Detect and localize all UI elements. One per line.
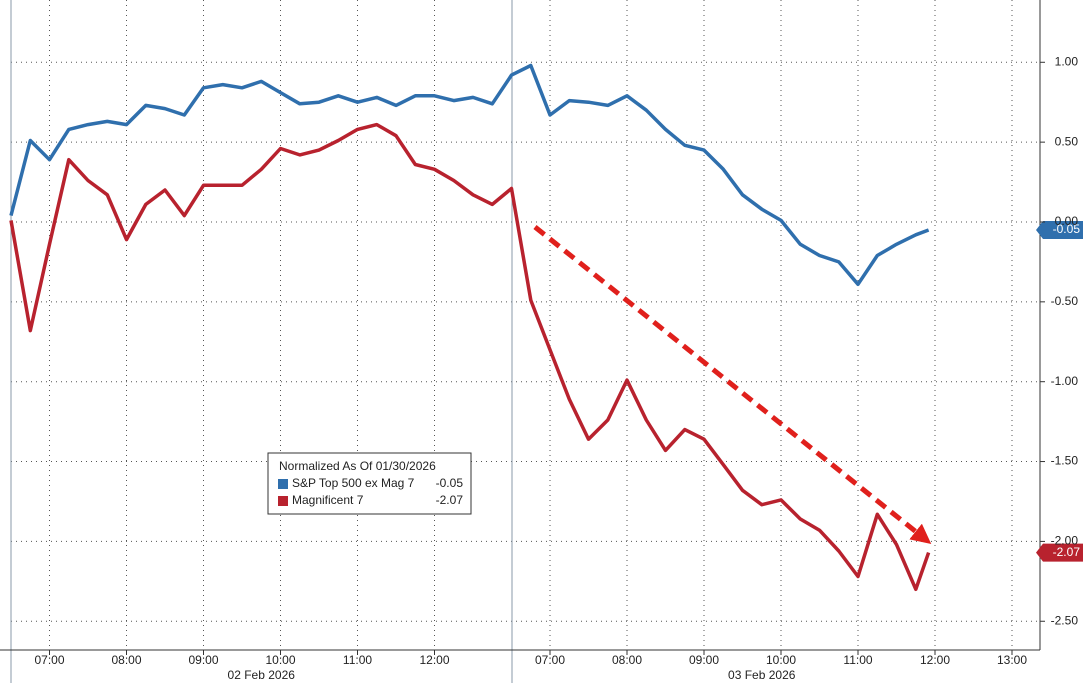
legend-label: Magnificent 7	[292, 493, 364, 507]
legend-box	[267, 452, 472, 515]
y-tick-label: -1.00	[1051, 374, 1079, 388]
series-line	[9, 122, 931, 592]
trend-arrow	[533, 225, 932, 544]
x-tick-label: 07:00	[34, 653, 64, 667]
y-tick-label: 1.00	[1055, 54, 1079, 68]
legend: Normalized As Of 01/30/2026 S&P Top 500 …	[267, 452, 472, 515]
y-tick-label: -0.50	[1051, 294, 1079, 308]
end-tags: -0.05 -2.07	[1036, 220, 1083, 562]
grid	[11, 0, 1040, 650]
y-tick-label: -1.50	[1051, 454, 1079, 468]
x-tick-label: 08:00	[612, 653, 642, 667]
legend-entries: S&P Top 500 ex Mag 7 -0.05 Magnificent 7 -2…	[278, 476, 463, 507]
legend-value: -2.07	[436, 493, 464, 507]
legend-title: Normalized As Of 01/30/2026	[279, 459, 436, 473]
end-tag	[1036, 543, 1083, 562]
end-tag	[1036, 220, 1083, 239]
day-label: 03 Feb 2026	[728, 668, 796, 682]
x-tick-label: 12:00	[419, 653, 449, 667]
y-tick-label: 0.00	[1055, 214, 1079, 228]
x-tick-label: 10:00	[265, 653, 295, 667]
x-tick-label: 11:00	[843, 653, 872, 667]
end-tag-label: -2.07	[1053, 545, 1081, 559]
legend-swatch	[278, 496, 288, 506]
end-tag-label: -0.05	[1053, 222, 1081, 236]
y-tick-label: -2.00	[1051, 534, 1079, 548]
y-tick-label: -2.50	[1051, 613, 1079, 627]
x-tick-label: 12:00	[920, 653, 950, 667]
legend-label: S&P Top 500 ex Mag 7	[292, 476, 415, 490]
y-tick-label: 0.50	[1055, 134, 1079, 148]
x-tick-label: 10:00	[766, 653, 796, 667]
x-tick-label: 09:00	[689, 653, 719, 667]
x-tick-label: 09:00	[188, 653, 218, 667]
lines	[9, 63, 931, 592]
x-tick-label: 07:00	[535, 653, 565, 667]
x-tick-label: 11:00	[343, 653, 372, 667]
series-line	[9, 63, 930, 287]
x-tick-label: 08:00	[111, 653, 141, 667]
day-label: 02 Feb 2026	[228, 668, 296, 682]
x-tick-label: 13:00	[997, 653, 1027, 667]
legend-value: -0.05	[436, 476, 464, 490]
legend-swatch	[278, 479, 288, 489]
